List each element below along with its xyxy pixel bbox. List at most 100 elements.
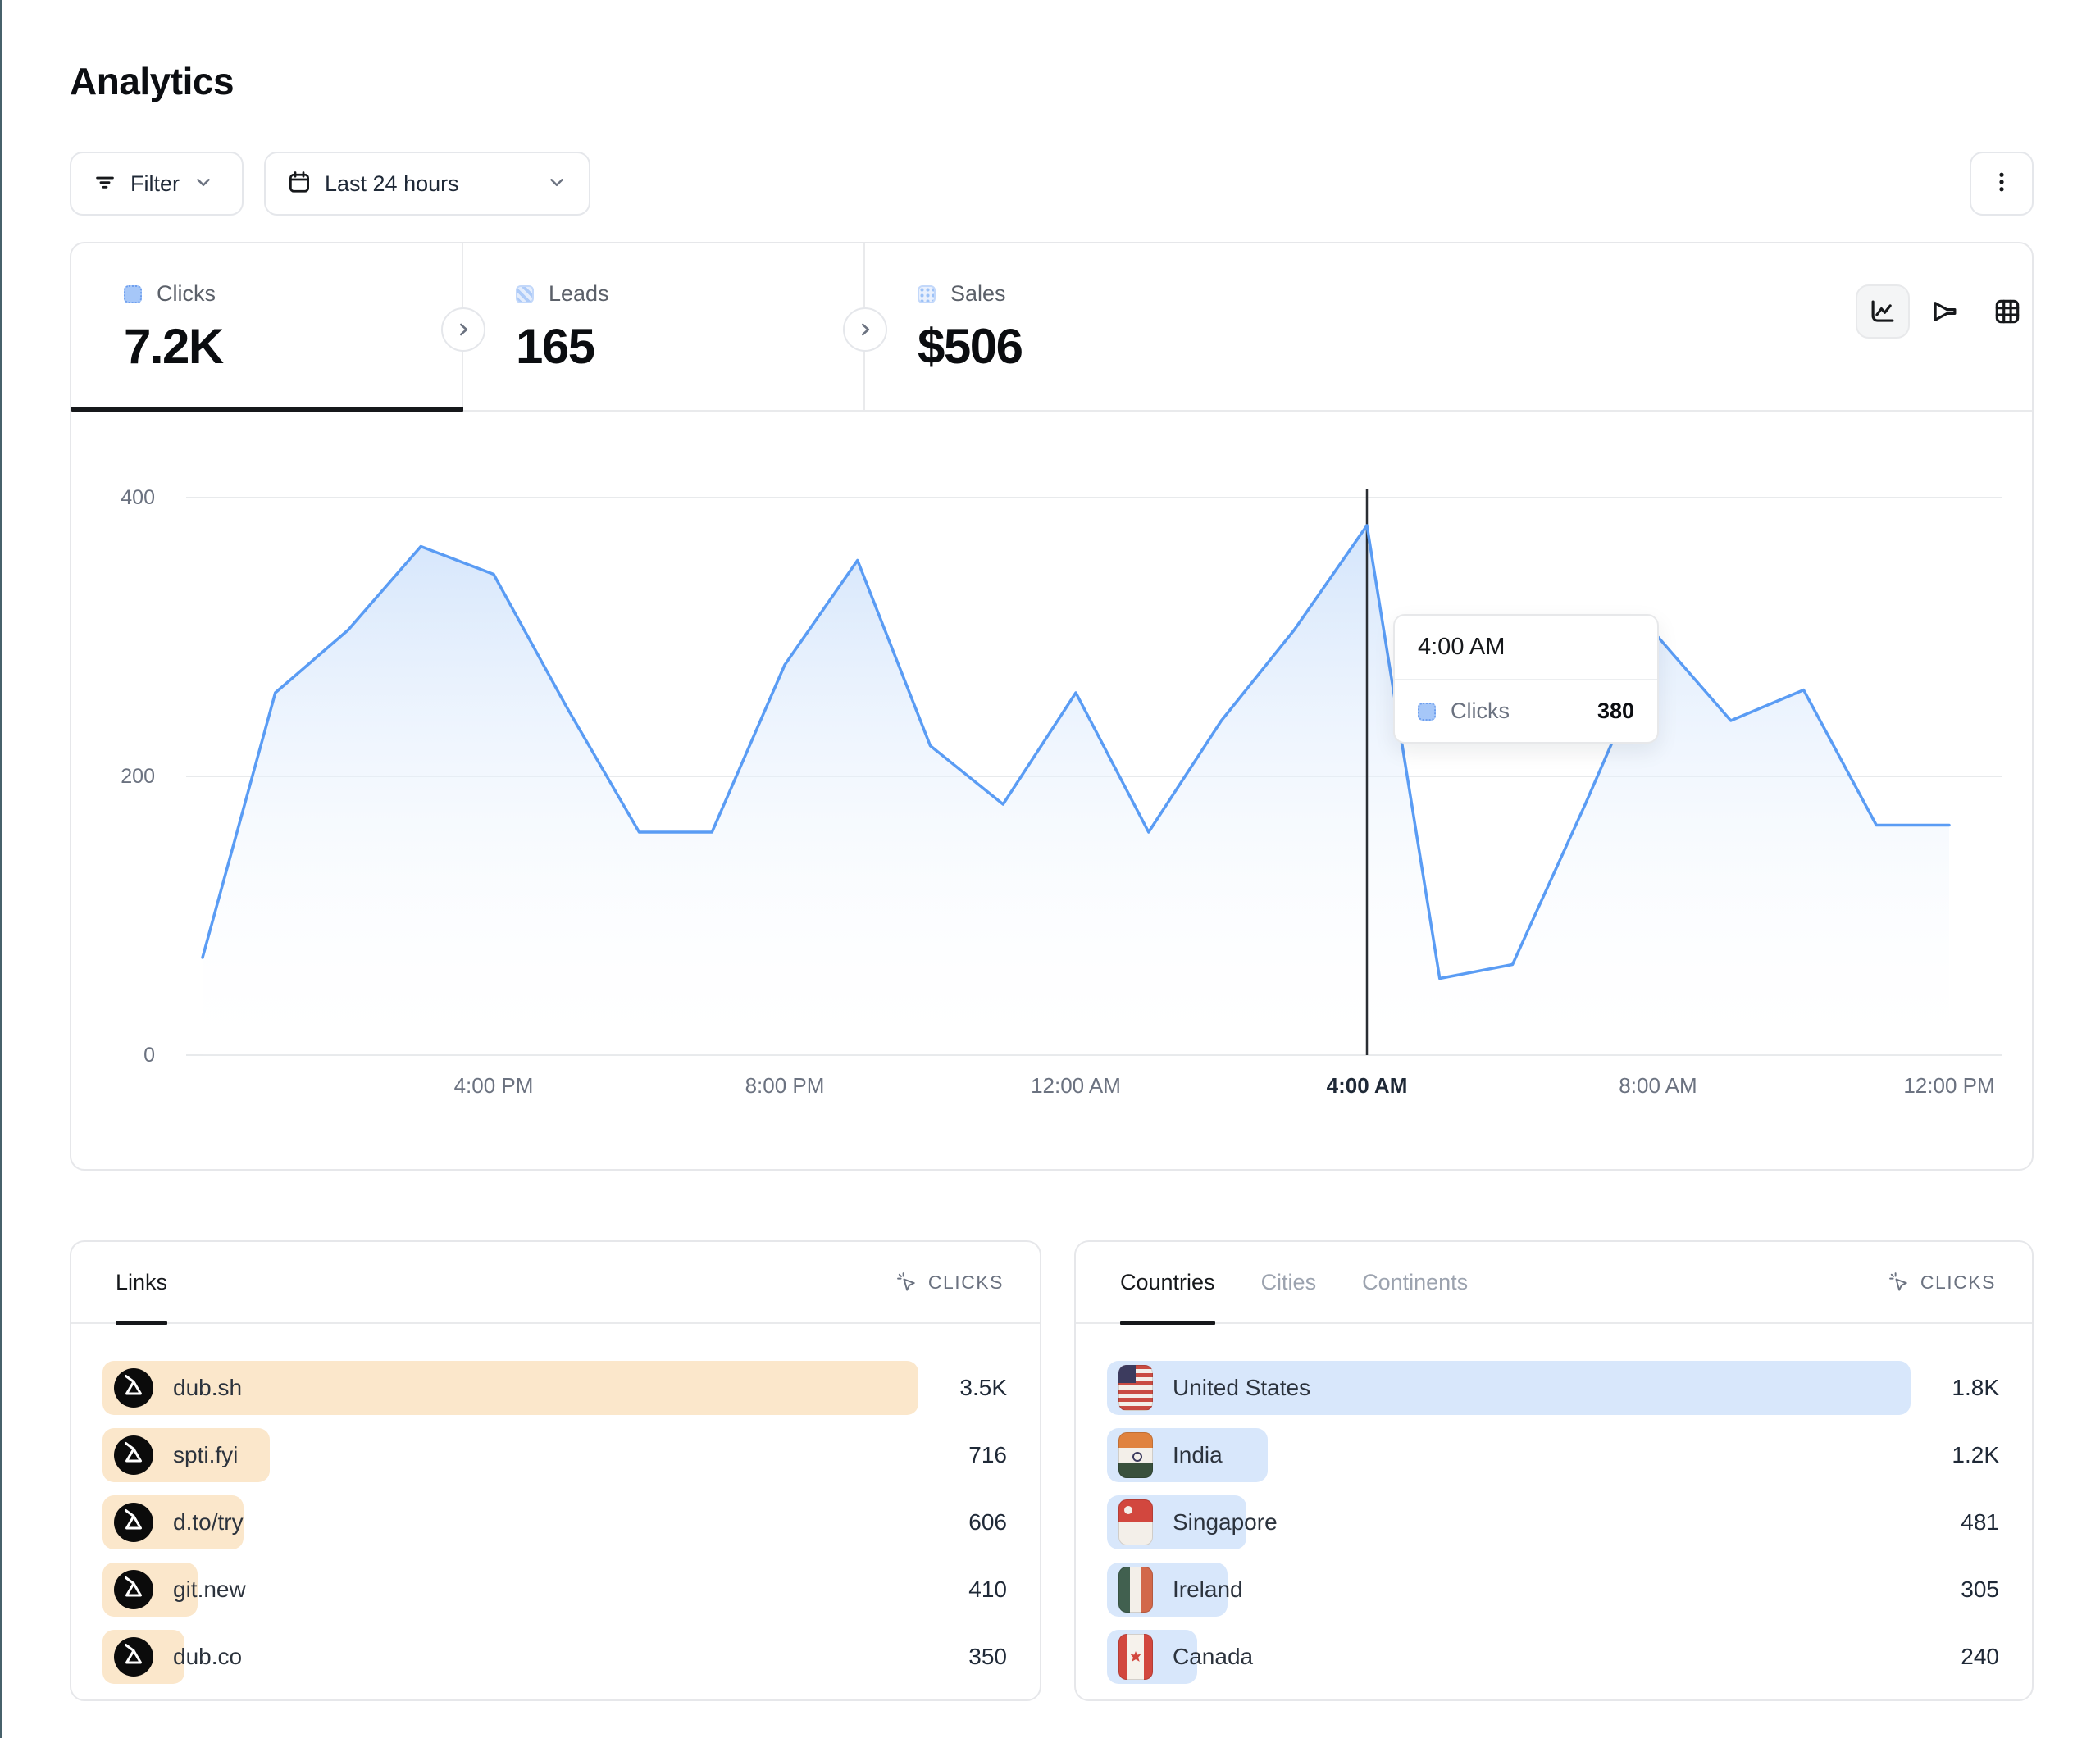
table-view-button[interactable]	[1980, 284, 2034, 339]
row-value: 481	[1961, 1509, 1999, 1535]
stat-tab-leads[interactable]: Leads 165	[463, 243, 865, 412]
y-axis-tick-label: 0	[143, 1044, 155, 1067]
chevron-down-icon	[546, 171, 567, 197]
funnel-chart-icon	[1934, 302, 1957, 321]
calendar-icon	[287, 170, 312, 198]
country-row[interactable]: Ireland 305	[1107, 1563, 1999, 1617]
row-value: 3.5K	[959, 1375, 1007, 1400]
row-value: 240	[1961, 1644, 1999, 1669]
link-row[interactable]: git.new 410	[102, 1563, 1007, 1617]
clicks-chart-area[interactable]: 4:00 AM Clicks 380	[186, 489, 2002, 1063]
x-axis-tick-label: 12:00 AM	[1031, 1073, 1121, 1098]
stat-value: 7.2K	[124, 319, 224, 374]
countries-rows: United States 1.8K India 1.2K Singapore 481 Ir…	[1076, 1324, 2032, 1684]
row-bar-area: India	[1107, 1428, 1911, 1482]
active-stat-underline	[71, 407, 463, 412]
kebab-menu-icon	[1989, 170, 2014, 198]
row-value: 305	[1961, 1576, 1999, 1602]
x-axis-tick-label: 4:00 PM	[453, 1073, 534, 1098]
country-row[interactable]: India 1.2K	[1107, 1428, 1999, 1482]
dub-logo-icon	[114, 1570, 153, 1609]
chevron-right-icon	[861, 323, 870, 336]
analytics-card: Clicks 7.2K Leads 165 Sales $506	[70, 242, 2034, 1171]
row-label: dub.co	[173, 1644, 243, 1669]
row-bar-area: git.new	[102, 1563, 918, 1617]
row-value: 606	[968, 1509, 1007, 1535]
filter-button[interactable]: Filter	[70, 152, 244, 216]
row-label: spti.fyi	[173, 1442, 239, 1467]
row-bar-area: d.to/try	[102, 1495, 918, 1549]
us-flag-icon	[1118, 1365, 1153, 1411]
row-label: Canada	[1173, 1644, 1254, 1669]
row-label: d.to/try	[173, 1509, 244, 1535]
row-label: United States	[1173, 1375, 1311, 1400]
link-row[interactable]: spti.fyi 716	[102, 1428, 1007, 1482]
tab-links[interactable]: Links	[116, 1241, 168, 1325]
tab-cities[interactable]: Cities	[1260, 1269, 1317, 1294]
links-metric-sort-button[interactable]: CLICKS	[895, 1271, 1004, 1294]
row-value-bar	[102, 1361, 918, 1415]
countries-metric-sort-button[interactable]: CLICKS	[1888, 1271, 1996, 1294]
country-row[interactable]: Canada 240	[1107, 1630, 1999, 1684]
funnel-chart-view-button[interactable]	[1918, 284, 1972, 339]
dub-logo-icon	[114, 1503, 153, 1542]
tooltip-series-label: Clicks	[1451, 698, 1510, 723]
x-axis-tick-label: 8:00 AM	[1619, 1073, 1697, 1098]
left-accent-strip	[0, 0, 2, 1738]
line-chart-icon	[1871, 300, 1894, 322]
dub-logo-icon	[114, 1435, 153, 1475]
links-panel: Links CLICKS dub.sh 3.5K spti.fyi 716 d.to/t…	[70, 1240, 1041, 1701]
ca-flag-icon	[1118, 1634, 1153, 1680]
row-bar-area: United States	[1107, 1361, 1911, 1415]
row-value: 1.8K	[1952, 1375, 1999, 1400]
y-axis-tick-label: 400	[121, 486, 155, 509]
stat-tab-sales[interactable]: Sales $506	[865, 243, 1439, 412]
x-axis-tick-label: 12:00 PM	[1903, 1073, 1995, 1098]
tab-continents[interactable]: Continents	[1362, 1269, 1469, 1294]
link-row[interactable]: d.to/try 606	[102, 1495, 1007, 1549]
chevron-right-icon	[459, 323, 468, 336]
ie-flag-icon	[1118, 1567, 1153, 1613]
country-row[interactable]: United States 1.8K	[1107, 1361, 1999, 1415]
tooltip-time: 4:00 AM	[1395, 616, 1657, 680]
y-axis-tick-label: 200	[121, 765, 155, 788]
clicks-area-chart[interactable]	[186, 489, 2002, 1063]
table-view-icon	[1995, 299, 2020, 324]
row-value: 716	[968, 1442, 1007, 1467]
row-label: India	[1173, 1442, 1223, 1467]
row-bar-area: spti.fyi	[102, 1428, 918, 1482]
cursor-click-icon	[897, 1272, 915, 1291]
expand-leads-sales-button[interactable]	[843, 307, 887, 352]
row-label: Ireland	[1173, 1576, 1243, 1602]
more-options-button[interactable]	[1970, 152, 2034, 216]
link-row[interactable]: dub.co 350	[102, 1630, 1007, 1684]
row-value-bar	[1107, 1361, 1911, 1415]
stat-label: Leads	[549, 281, 609, 306]
links-panel-header: Links CLICKS	[71, 1241, 1040, 1325]
row-bar-area: dub.sh	[102, 1361, 918, 1415]
sg-flag-icon	[1118, 1499, 1153, 1545]
filter-icon	[93, 170, 117, 198]
cursor-click-icon	[1889, 1272, 1907, 1291]
expand-clicks-leads-button[interactable]	[441, 307, 485, 352]
page-title: Analytics	[70, 60, 235, 102]
country-row[interactable]: Singapore 481	[1107, 1495, 1999, 1549]
row-bar-area: Ireland	[1107, 1563, 1911, 1617]
row-value: 350	[968, 1644, 1007, 1669]
stat-tab-clicks[interactable]: Clicks 7.2K	[71, 243, 463, 412]
line-chart-view-button[interactable]	[1856, 284, 1910, 339]
x-axis-labels: 4:00 PM 8:00 PM 12:00 AM 4:00 AM 8:00 AM 12:0…	[186, 1073, 2002, 1106]
row-bar-area: Canada	[1107, 1630, 1911, 1684]
row-label: dub.sh	[173, 1375, 243, 1400]
countries-panel-header: Countries Cities Continents CLICKS	[1076, 1241, 2032, 1325]
tab-countries[interactable]: Countries	[1120, 1241, 1215, 1325]
stat-value: 165	[516, 319, 595, 374]
row-value: 410	[968, 1576, 1007, 1602]
clicks-marker-icon	[1418, 702, 1436, 721]
link-row[interactable]: dub.sh 3.5K	[102, 1361, 1007, 1415]
row-value: 1.2K	[1952, 1442, 1999, 1467]
metric-label: CLICKS	[927, 1271, 1004, 1293]
date-range-button[interactable]: Last 24 hours	[264, 152, 590, 216]
links-rows: dub.sh 3.5K spti.fyi 716 d.to/try 606 git.new 4…	[71, 1324, 1040, 1684]
